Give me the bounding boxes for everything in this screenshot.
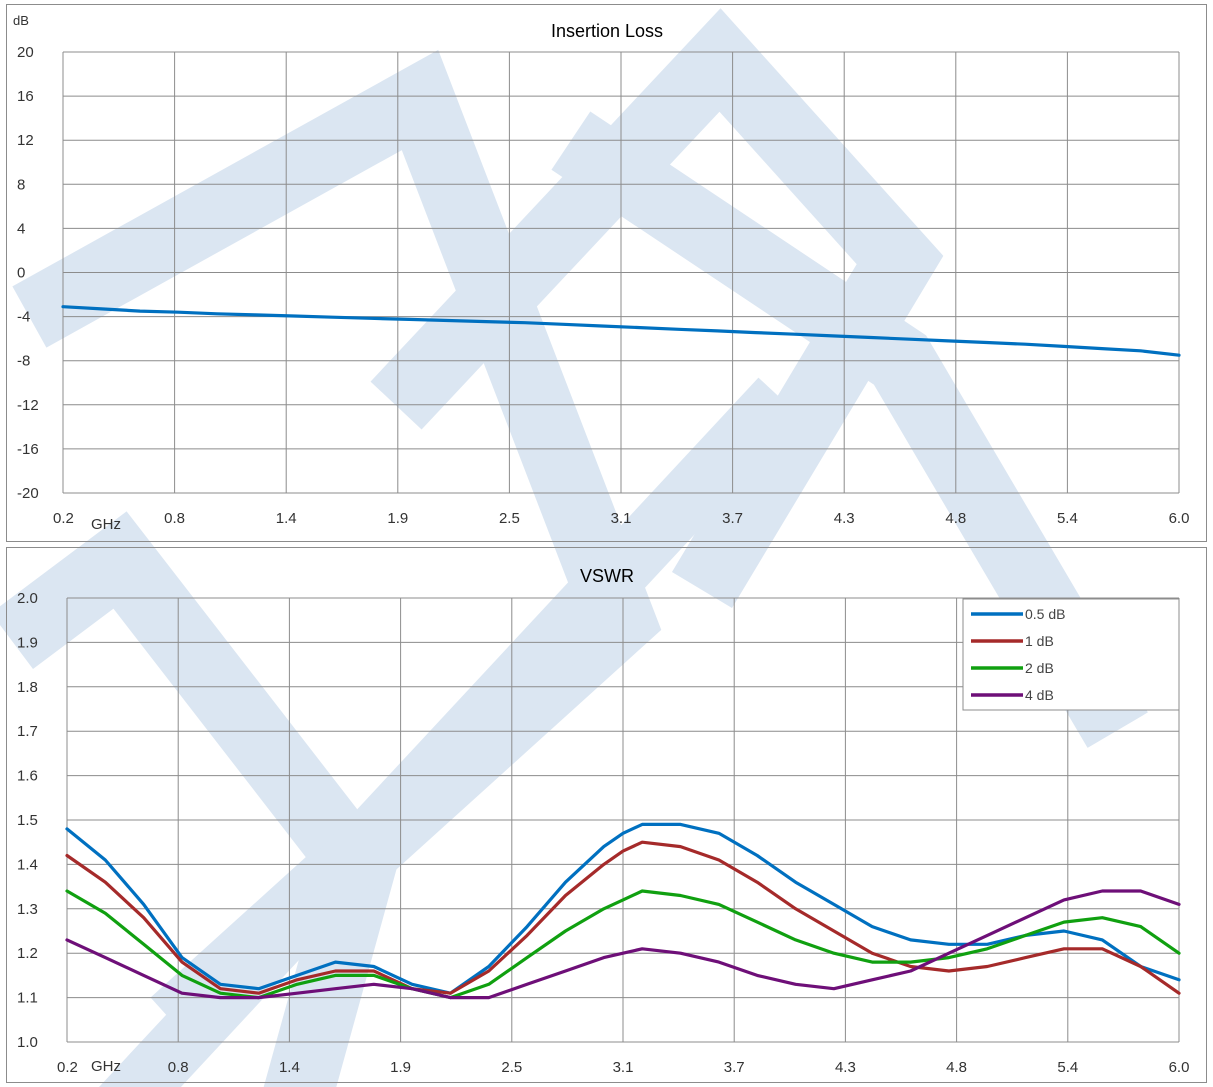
x-tick-label: 1.9 (390, 1059, 411, 1076)
y-tick-label: 1.5 (17, 812, 38, 829)
y-tick-label: -8 (17, 353, 30, 370)
y-tick-labels: 2.0 1.9 1.8 1.7 1.6 1.5 1.4 1.3 1.2 1.1 1.0 (17, 590, 38, 1051)
series-lines (65, 822, 1181, 1000)
legend: 0.5 dB 1 dB 2 dB 4 dB (962, 598, 1180, 711)
x-tick-label: 1.4 (276, 510, 297, 527)
x-tick-label: 0.8 (168, 1059, 189, 1076)
x-tick-label: 3.1 (613, 1059, 634, 1076)
x-axis-unit: GHz (91, 516, 121, 533)
y-tick-label: -4 (17, 309, 30, 326)
x-tick-label: 4.3 (835, 1059, 856, 1076)
y-tick-label: 1.7 (17, 723, 38, 740)
x-tick-label: 5.4 (1057, 510, 1078, 527)
y-tick-label: 1.0 (17, 1034, 38, 1051)
y-tick-labels: 20 16 12 8 4 0 -4 -8 -12 -16 -20 (17, 44, 39, 502)
legend-label: 4 dB (1025, 687, 1054, 703)
x-tick-label: 4.3 (834, 510, 855, 527)
legend-label: 0.5 dB (1025, 606, 1065, 622)
chart-title: VSWR (580, 566, 634, 586)
x-tick-label: 6.0 (1169, 1059, 1190, 1076)
x-tick-label: 4.8 (945, 510, 966, 527)
legend-label: 2 dB (1025, 660, 1054, 676)
y-tick-label: 0 (17, 265, 25, 282)
x-tick-labels: 0.2 0.8 1.4 1.9 2.5 3.1 3.7 4.3 4.8 5.4 6.0 (53, 510, 1189, 527)
y-tick-label: 4 (17, 220, 25, 237)
vswr-chart: VSWR GHz 2.0 1.9 1.8 1.7 1.6 1.5 1.4 1.3 1.2 1.1 1… (17, 566, 1189, 1076)
legend-box (962, 598, 1180, 711)
y-tick-label: 1.1 (17, 990, 38, 1007)
x-tick-labels: 0.2 0.8 1.4 1.9 2.5 3.1 3.7 4.3 4.8 5.4 6.0 (57, 1059, 1189, 1076)
x-tick-label: 6.0 (1169, 510, 1190, 527)
watermark-stroke-5 (99, 377, 803, 1087)
x-tick-label: 1.9 (387, 510, 408, 527)
grid (62, 51, 1180, 494)
y-tick-label: 1.6 (17, 768, 38, 785)
x-tick-label: 0.2 (53, 510, 74, 527)
insertion-loss-chart: Insertion Loss dB GHz 20 16 12 8 4 0 -4 -8 -12 -1… (13, 13, 1189, 533)
y-axis-unit: dB (13, 13, 29, 28)
x-tick-label: 3.1 (611, 510, 632, 527)
x-tick-label: 5.4 (1057, 1059, 1078, 1076)
y-tick-label: 8 (17, 176, 25, 193)
chart-title: Insertion Loss (551, 21, 663, 41)
series-line-0 (61, 305, 1181, 357)
series-line-1-db (65, 840, 1181, 995)
vswr-panel: VSWR GHz 2.0 1.9 1.8 1.7 1.6 1.5 1.4 1.3 1.2 1.1 1… (6, 547, 1207, 1083)
x-tick-label: 4.8 (946, 1059, 967, 1076)
y-tick-label: -12 (17, 397, 39, 414)
y-tick-label: 16 (17, 88, 34, 105)
legend-label: 1 dB (1025, 633, 1054, 649)
y-tick-label: 1.8 (17, 679, 38, 696)
series-line-4-db (65, 889, 1181, 1000)
series-line-0-5-db (65, 822, 1181, 995)
x-axis-unit: GHz (91, 1058, 121, 1075)
x-tick-label: 2.5 (501, 1059, 522, 1076)
x-tick-label: 3.7 (722, 510, 743, 527)
y-tick-label: 2.0 (17, 590, 38, 607)
y-tick-label: 12 (17, 132, 34, 149)
watermark-stroke-4 (551, 111, 1148, 748)
y-tick-label: 20 (17, 44, 34, 61)
x-tick-label: 2.5 (499, 510, 520, 527)
x-tick-label: 0.8 (164, 510, 185, 527)
x-tick-label: 3.7 (724, 1059, 745, 1076)
x-tick-label: 1.4 (279, 1059, 300, 1076)
watermark-stroke-3 (370, 8, 944, 609)
insertion-loss-panel: Insertion Loss dB GHz 20 16 12 8 4 0 -4 -8 -12 -1… (6, 4, 1207, 542)
y-tick-label: 1.2 (17, 945, 38, 962)
y-tick-label: -20 (17, 485, 39, 502)
y-tick-label: -16 (17, 441, 39, 458)
series-lines (61, 305, 1181, 357)
x-tick-label: 0.2 (57, 1059, 78, 1076)
y-tick-label: 1.4 (17, 856, 38, 873)
watermark-stroke-1 (0, 511, 399, 1087)
y-tick-label: 1.9 (17, 634, 38, 651)
y-tick-label: 1.3 (17, 901, 38, 918)
